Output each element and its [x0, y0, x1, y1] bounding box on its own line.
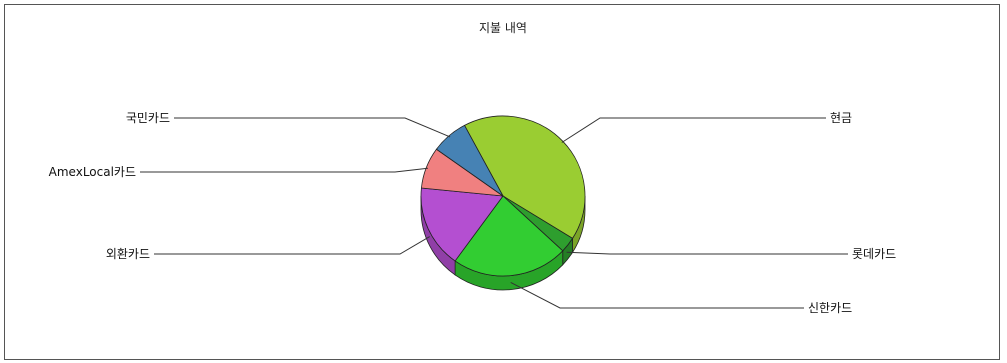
slice-label-4: AmexLocal카드 — [49, 165, 136, 179]
leader-lines — [140, 117, 848, 309]
pie-slice-2 — [454, 195, 564, 277]
pie-slice-5 — [435, 124, 504, 197]
pie-slices — [420, 115, 586, 277]
slice-label-3: 외환카드 — [106, 247, 150, 261]
leader-line-0 — [561, 117, 826, 143]
chart-title: 지불 내역 — [479, 21, 527, 35]
slice-label-0: 현금 — [830, 111, 852, 125]
pie-slice-3 — [420, 187, 504, 262]
leader-line-1 — [566, 251, 848, 255]
leader-line-4 — [140, 167, 428, 173]
leader-line-3 — [154, 236, 430, 255]
slice-label-1: 롯데카드 — [852, 247, 896, 261]
leader-line-2 — [510, 281, 804, 309]
slice-label-2: 신한카드 — [808, 301, 852, 315]
leader-line-5 — [174, 117, 451, 138]
slice-label-5: 국민카드 — [126, 111, 170, 125]
